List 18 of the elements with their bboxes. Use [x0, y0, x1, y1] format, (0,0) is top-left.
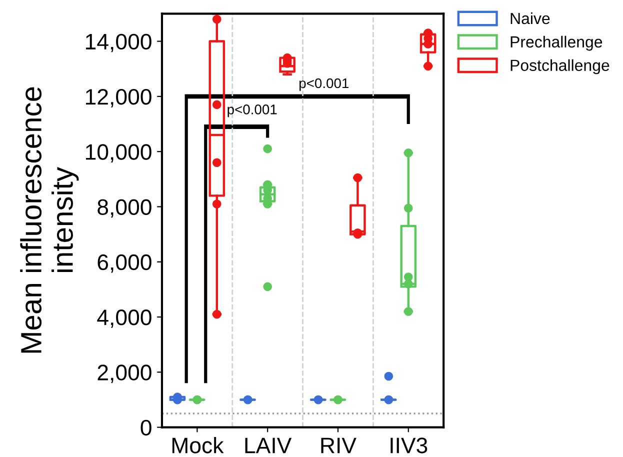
y-tick-label: 6,000 — [98, 254, 152, 273]
x-tick-label: Mock — [172, 437, 224, 454]
y-tick-label: 8,000 — [98, 199, 152, 218]
x-tick-label: LAIV — [245, 438, 292, 454]
y-tick-label: 2,000 — [98, 364, 152, 384]
y-tick-label: 4,000 — [97, 310, 152, 328]
annotation: p<0.001 — [228, 104, 277, 118]
legend-label: Postchallenge — [510, 59, 610, 74]
annotation: p<0.001 — [300, 78, 349, 91]
legend-label: Prechallenge — [510, 36, 602, 51]
y-tick-label: 0 — [140, 420, 152, 436]
x-tick-label: RIV — [321, 438, 356, 454]
legend-label: Naive — [510, 12, 550, 24]
y-axis-title: Mean influorescence intensity — [20, 87, 79, 353]
x-tick-label: IIV3 — [390, 438, 428, 454]
y-tick-label: 14,000 — [86, 34, 152, 52]
y-tick-label: 10,000 — [86, 144, 152, 162]
y-tick-label: 12,000 — [86, 88, 152, 108]
